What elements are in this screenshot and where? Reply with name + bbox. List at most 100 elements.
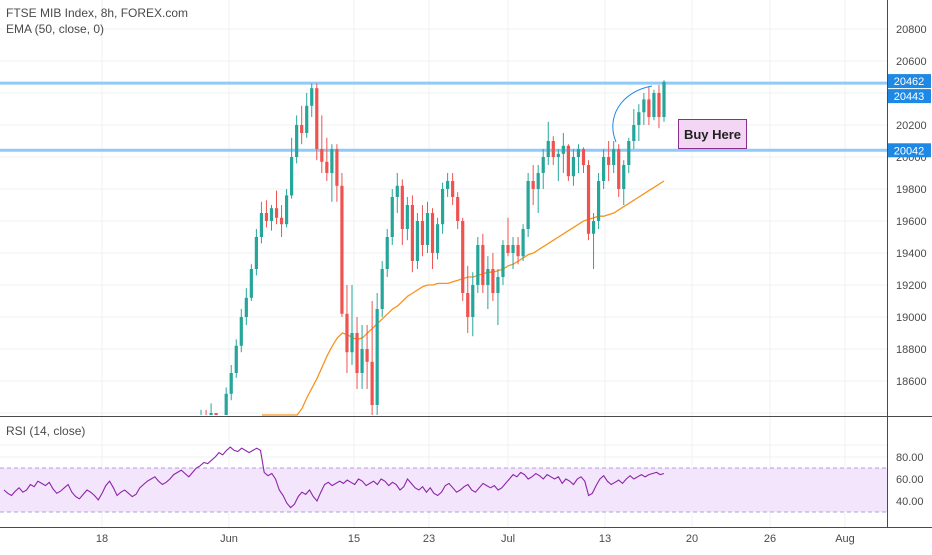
rsi-layer xyxy=(3,446,665,509)
candle-up xyxy=(234,345,238,373)
time-tick-label: 26 xyxy=(764,533,776,545)
candle-down xyxy=(586,165,591,234)
price-tick-label: 18600 xyxy=(896,376,927,388)
candle-up xyxy=(390,197,394,237)
candle-up xyxy=(385,237,389,269)
time-tick-label: 18 xyxy=(96,533,108,545)
drawings[interactable] xyxy=(612,85,653,143)
candle-up xyxy=(350,333,354,353)
candle-down xyxy=(365,349,369,362)
candle-down xyxy=(345,313,349,353)
candle-up xyxy=(511,245,515,253)
price-tick-label: 19400 xyxy=(896,248,927,260)
candle-up xyxy=(486,269,490,285)
price-level-tag xyxy=(888,143,931,158)
price-level-label: 20042 xyxy=(894,145,925,157)
candle-down xyxy=(607,157,611,165)
price-tick-label: 20800 xyxy=(896,24,927,36)
candle-up xyxy=(435,224,440,253)
candle-up xyxy=(471,285,475,317)
candle-up xyxy=(440,189,445,225)
candle-up xyxy=(405,205,409,229)
candle-down xyxy=(451,181,455,197)
candle-up xyxy=(637,112,641,125)
candle-up xyxy=(284,195,289,225)
candle-up xyxy=(571,157,576,177)
time-tick-label: 23 xyxy=(423,533,435,545)
candle-up xyxy=(526,181,530,229)
candle-up xyxy=(561,145,565,154)
candle-down xyxy=(420,221,425,245)
price-level-tag xyxy=(888,89,931,104)
candle-up xyxy=(310,88,314,106)
candle-down xyxy=(581,149,586,165)
candle-down xyxy=(566,145,570,177)
candle-down xyxy=(617,149,621,189)
candle-up xyxy=(380,269,384,309)
candle-up xyxy=(249,269,253,298)
price-tick-label: 19000 xyxy=(896,312,927,324)
candle-down xyxy=(355,333,359,373)
candle-up xyxy=(295,125,299,157)
candle-down xyxy=(315,88,319,149)
candle-up xyxy=(425,213,430,245)
candle-up xyxy=(224,393,228,415)
horizontal-levels[interactable] xyxy=(0,81,887,152)
candle-up xyxy=(627,141,631,165)
candle-up xyxy=(652,93,656,117)
candle-up xyxy=(305,105,309,133)
candle-up xyxy=(521,229,525,257)
candle-down xyxy=(325,161,329,173)
candle-up xyxy=(446,181,450,189)
candle-down xyxy=(264,213,269,221)
candle-up xyxy=(395,185,399,197)
candle-up xyxy=(536,173,540,189)
candle-up xyxy=(622,165,626,189)
price-tick-label: 19800 xyxy=(896,184,927,196)
price-level-label: 20462 xyxy=(894,76,925,88)
candle-up xyxy=(612,149,616,165)
candle-up xyxy=(375,309,379,405)
candle-down xyxy=(506,245,510,253)
candle-up xyxy=(662,81,666,117)
grid xyxy=(0,0,887,527)
price-level-tag xyxy=(888,74,931,89)
candle-up xyxy=(591,221,596,234)
rsi-band-fill xyxy=(0,468,887,512)
candle-up xyxy=(556,153,560,157)
chart-title: FTSE MIB Index, 8h, FOREX.com xyxy=(6,6,189,20)
candle-up xyxy=(541,157,545,173)
candle-down xyxy=(531,181,535,189)
price-tick-label: 20200 xyxy=(896,120,927,132)
time-tick-label: Aug xyxy=(835,533,855,545)
candle-down xyxy=(466,293,470,317)
price-tick-label: 18800 xyxy=(896,344,927,356)
candle-down xyxy=(279,217,284,225)
candle-down xyxy=(456,197,460,221)
candle-up xyxy=(501,245,505,277)
candle-down xyxy=(320,149,324,162)
candle-up xyxy=(496,277,500,293)
candle-up xyxy=(596,181,601,221)
candle-down xyxy=(340,185,344,314)
candle-down xyxy=(370,361,374,405)
candle-up xyxy=(259,213,264,237)
candle-up xyxy=(269,208,274,221)
candle-down xyxy=(300,125,304,133)
time-tick-label: Jul xyxy=(501,533,515,545)
time-tick-label: 15 xyxy=(348,533,360,545)
price-tick-label: 19200 xyxy=(896,280,927,292)
candle-down xyxy=(274,208,279,218)
price-tick-label: 20600 xyxy=(896,56,927,68)
ema-legend: EMA (50, close, 0) xyxy=(6,22,105,36)
candle-up xyxy=(476,245,480,285)
candle-down xyxy=(461,221,465,293)
candle-up xyxy=(576,149,581,157)
candle-up xyxy=(602,157,606,181)
candle-up xyxy=(254,237,258,269)
buy-here-annotation[interactable]: Buy Here xyxy=(678,119,747,149)
rsi-tick-label: 60.00 xyxy=(896,474,924,486)
price-level-label: 20443 xyxy=(894,91,925,103)
